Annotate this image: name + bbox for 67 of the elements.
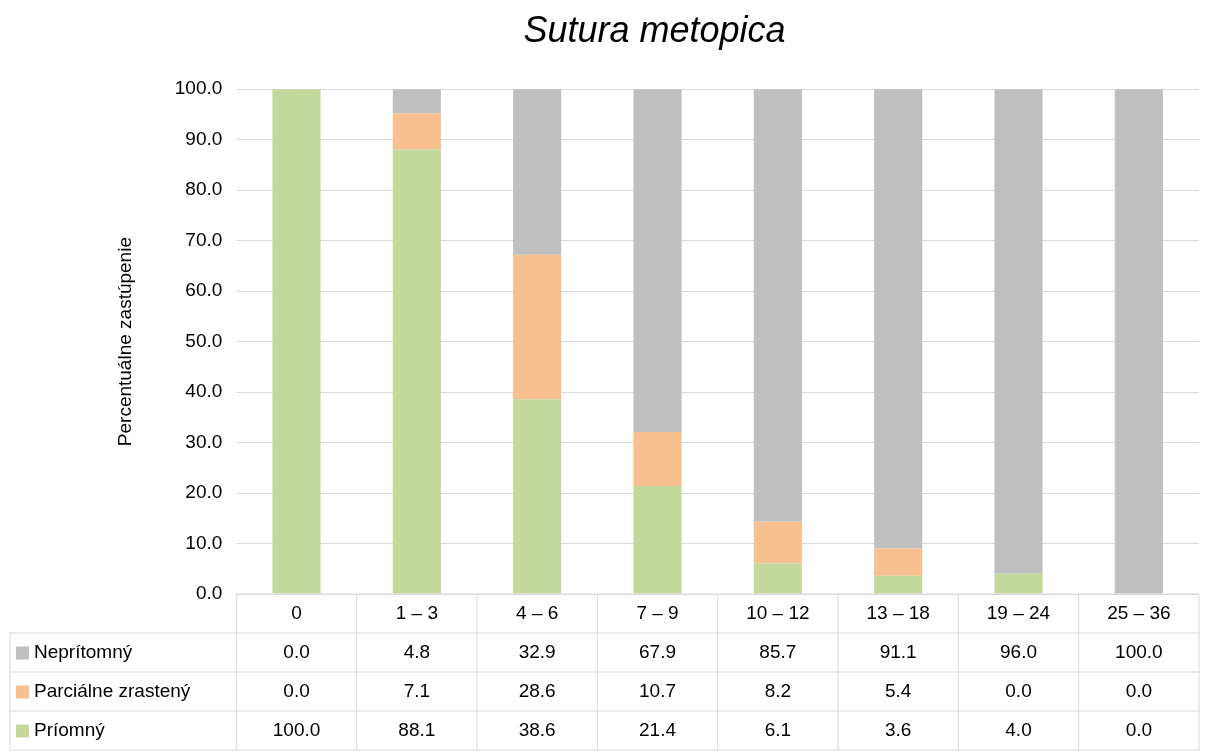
x-tick-label: 1 – 3 xyxy=(395,601,438,623)
bar xyxy=(392,89,441,114)
bar xyxy=(633,431,682,486)
y-tick-label: 30.0 xyxy=(185,430,223,452)
x-tick-label: 13 – 18 xyxy=(866,601,930,623)
bar xyxy=(994,89,1043,574)
data-label: 32.9 xyxy=(518,640,556,662)
data-label: 85.7 xyxy=(759,640,797,662)
x-tick-label: 19 – 24 xyxy=(986,601,1051,623)
y-tick-label: 10.0 xyxy=(185,531,223,553)
bar xyxy=(633,485,682,594)
data-label: 3.6 xyxy=(884,718,912,740)
bar xyxy=(753,521,802,564)
data-label: 10.7 xyxy=(639,679,676,701)
y-tick-label: 20.0 xyxy=(185,481,223,503)
data-label: 0.0 xyxy=(1125,679,1153,701)
bar xyxy=(994,573,1043,594)
data-label: 4.8 xyxy=(403,640,431,662)
bar xyxy=(753,89,802,522)
data-label: 67.9 xyxy=(639,640,676,662)
data-label: 0.0 xyxy=(1125,718,1153,740)
y-tick-label: 40.0 xyxy=(185,380,223,402)
data-label: 28.6 xyxy=(518,679,556,701)
data-label: 96.0 xyxy=(1000,640,1037,662)
data-label: 91.1 xyxy=(879,640,917,662)
y-tick-label: 100.0 xyxy=(174,77,223,99)
x-tick-label: 0 xyxy=(291,601,302,623)
legend-label: Neprítomný xyxy=(34,640,133,662)
bar xyxy=(633,89,682,432)
y-tick-label: 80.0 xyxy=(185,178,223,200)
data-label: 38.6 xyxy=(518,718,556,740)
bar xyxy=(392,149,441,594)
data-label: 21.4 xyxy=(639,718,677,740)
data-label: 6.1 xyxy=(764,718,792,740)
data-label: 0.0 xyxy=(283,640,310,662)
bar xyxy=(874,548,923,576)
data-label: 88.1 xyxy=(398,718,436,740)
y-tick-label: 70.0 xyxy=(185,228,223,250)
legend-label: Parciálne zrastený xyxy=(34,679,191,701)
x-tick-label: 7 – 9 xyxy=(636,601,679,623)
y-tick-label: 60.0 xyxy=(185,279,223,301)
data-label: 100.0 xyxy=(1115,640,1163,662)
chart-title: Sutura metopica xyxy=(523,8,786,50)
bar xyxy=(513,399,562,594)
x-tick-label: 25 – 36 xyxy=(1107,601,1171,623)
y-axis-title: Percentuálne zastúpenie xyxy=(113,237,135,447)
x-tick-label: 10 – 12 xyxy=(746,601,810,623)
bar xyxy=(513,89,562,255)
data-label: 0.0 xyxy=(1005,679,1032,701)
data-label: 5.4 xyxy=(884,679,912,701)
bar xyxy=(1114,89,1163,594)
data-label: 0.0 xyxy=(283,679,310,701)
data-label: 100.0 xyxy=(272,718,321,740)
bar xyxy=(272,89,321,594)
bar xyxy=(392,113,441,150)
y-tick-label: 50.0 xyxy=(185,329,223,351)
y-tick-label: 0.0 xyxy=(195,582,223,604)
data-label: 4.0 xyxy=(1005,718,1032,740)
bar xyxy=(513,254,562,400)
bar xyxy=(874,575,923,594)
x-tick-label: 4 – 6 xyxy=(516,601,559,623)
legend-label: Príomný xyxy=(34,718,106,740)
data-label: 7.1 xyxy=(403,679,431,701)
y-tick-label: 90.0 xyxy=(185,127,223,149)
bar xyxy=(753,563,802,594)
data-label: 8.2 xyxy=(764,679,792,701)
bar xyxy=(874,89,923,549)
